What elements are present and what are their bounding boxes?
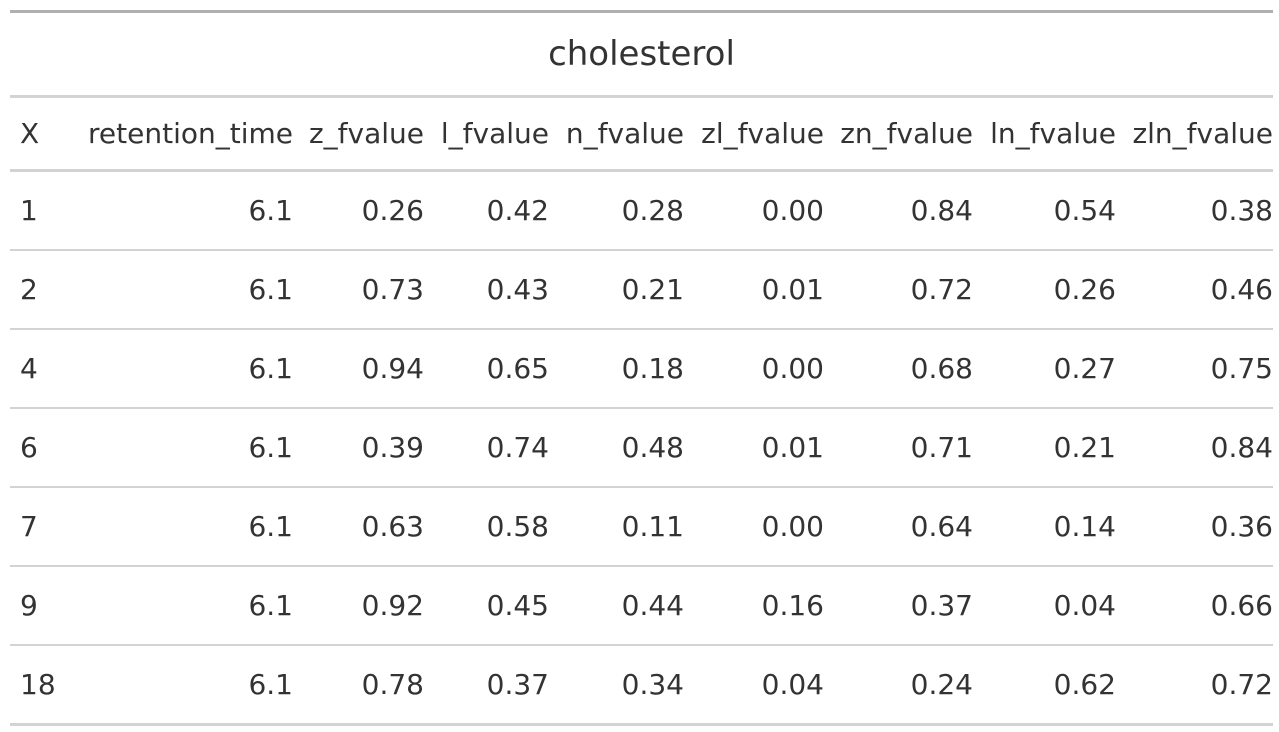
column-header-zln-fvalue: zln_fvalue [1116,98,1273,172]
cell-retention-time: 6.1 [68,645,293,726]
cell-zln-fvalue: 0.84 [1116,408,1273,488]
cell-zn-fvalue: 0.24 [824,645,973,726]
cell-zl-fvalue: 0.01 [684,250,824,330]
cell-n-fvalue: 0.34 [549,645,684,726]
cell-l-fvalue: 0.43 [424,250,549,330]
data-table-container: cholesterol X retention_time z_fvalue l_… [10,10,1273,726]
cell-ln-fvalue: 0.27 [973,329,1116,409]
cell-ln-fvalue: 0.26 [973,250,1116,330]
cell-z-fvalue: 0.92 [293,566,424,646]
cell-n-fvalue: 0.28 [549,170,684,251]
cell-zn-fvalue: 0.84 [824,170,973,251]
cell-n-fvalue: 0.18 [549,329,684,409]
cell-zln-fvalue: 0.38 [1116,170,1273,251]
table-row: 6 6.1 0.39 0.74 0.48 0.01 0.71 0.21 0.84 [10,408,1273,488]
cell-x: 2 [10,250,68,330]
cell-zln-fvalue: 0.36 [1116,487,1273,567]
cell-l-fvalue: 0.74 [424,408,549,488]
cell-x: 1 [10,170,68,251]
cell-n-fvalue: 0.48 [549,408,684,488]
column-header-z-fvalue: z_fvalue [293,98,424,172]
table-row: 2 6.1 0.73 0.43 0.21 0.01 0.72 0.26 0.46 [10,250,1273,330]
cell-zl-fvalue: 0.04 [684,645,824,726]
data-table: cholesterol X retention_time z_fvalue l_… [10,10,1273,726]
cell-z-fvalue: 0.39 [293,408,424,488]
cell-zl-fvalue: 0.16 [684,566,824,646]
cell-zl-fvalue: 0.00 [684,329,824,409]
cell-zln-fvalue: 0.46 [1116,250,1273,330]
cell-l-fvalue: 0.37 [424,645,549,726]
cell-n-fvalue: 0.44 [549,566,684,646]
cell-ln-fvalue: 0.62 [973,645,1116,726]
cell-zn-fvalue: 0.71 [824,408,973,488]
table-row: 18 6.1 0.78 0.37 0.34 0.04 0.24 0.62 0.7… [10,645,1273,726]
table-row: 4 6.1 0.94 0.65 0.18 0.00 0.68 0.27 0.75 [10,329,1273,409]
cell-l-fvalue: 0.58 [424,487,549,567]
cell-retention-time: 6.1 [68,566,293,646]
column-header-retention-time: retention_time [68,98,293,172]
cell-retention-time: 6.1 [68,170,293,251]
cell-n-fvalue: 0.21 [549,250,684,330]
cell-n-fvalue: 0.11 [549,487,684,567]
table-body: 1 6.1 0.26 0.42 0.28 0.00 0.84 0.54 0.38… [10,170,1273,726]
cell-zn-fvalue: 0.37 [824,566,973,646]
cell-zn-fvalue: 0.64 [824,487,973,567]
cell-ln-fvalue: 0.04 [973,566,1116,646]
cell-x: 4 [10,329,68,409]
cell-z-fvalue: 0.26 [293,170,424,251]
cell-zl-fvalue: 0.01 [684,408,824,488]
cell-zln-fvalue: 0.72 [1116,645,1273,726]
column-header-x: X [10,98,68,172]
cell-x: 9 [10,566,68,646]
cell-zln-fvalue: 0.66 [1116,566,1273,646]
header-row: X retention_time z_fvalue l_fvalue n_fva… [10,98,1273,172]
cell-retention-time: 6.1 [68,487,293,567]
cell-zln-fvalue: 0.75 [1116,329,1273,409]
cell-x: 7 [10,487,68,567]
column-header-zl-fvalue: zl_fvalue [684,98,824,172]
cell-ln-fvalue: 0.14 [973,487,1116,567]
cell-l-fvalue: 0.45 [424,566,549,646]
cell-ln-fvalue: 0.54 [973,170,1116,251]
cell-retention-time: 6.1 [68,329,293,409]
table-row: 9 6.1 0.92 0.45 0.44 0.16 0.37 0.04 0.66 [10,566,1273,646]
table-title: cholesterol [10,10,1273,98]
table-row: 7 6.1 0.63 0.58 0.11 0.00 0.64 0.14 0.36 [10,487,1273,567]
cell-l-fvalue: 0.65 [424,329,549,409]
cell-z-fvalue: 0.63 [293,487,424,567]
column-header-l-fvalue: l_fvalue [424,98,549,172]
cell-ln-fvalue: 0.21 [973,408,1116,488]
cell-l-fvalue: 0.42 [424,170,549,251]
cell-zl-fvalue: 0.00 [684,170,824,251]
table-row: 1 6.1 0.26 0.42 0.28 0.00 0.84 0.54 0.38 [10,170,1273,251]
column-header-n-fvalue: n_fvalue [549,98,684,172]
column-header-zn-fvalue: zn_fvalue [824,98,973,172]
column-header-ln-fvalue: ln_fvalue [973,98,1116,172]
cell-z-fvalue: 0.94 [293,329,424,409]
cell-retention-time: 6.1 [68,408,293,488]
cell-z-fvalue: 0.73 [293,250,424,330]
cell-zn-fvalue: 0.68 [824,329,973,409]
cell-zl-fvalue: 0.00 [684,487,824,567]
cell-retention-time: 6.1 [68,250,293,330]
cell-x: 6 [10,408,68,488]
cell-zn-fvalue: 0.72 [824,250,973,330]
cell-z-fvalue: 0.78 [293,645,424,726]
cell-x: 18 [10,645,68,726]
